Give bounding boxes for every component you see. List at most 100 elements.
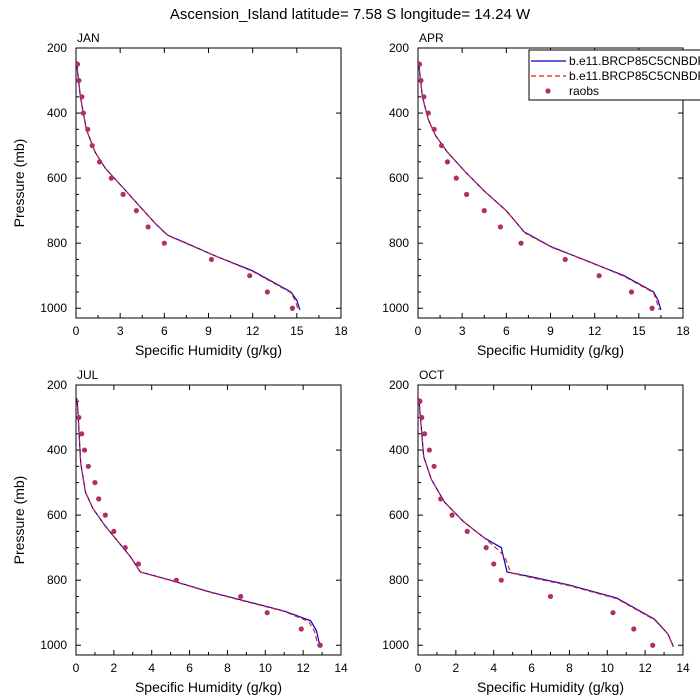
raobs-point: [610, 610, 616, 616]
y-tick-label: 400: [389, 443, 409, 457]
raobs-point: [426, 447, 432, 453]
raobs-point: [238, 593, 244, 600]
x-tick-label: 15: [290, 324, 304, 338]
raobs-point: [438, 496, 444, 502]
x-axis-title: Specific Humidity (g/kg): [477, 679, 624, 695]
y-tick-label: 400: [47, 106, 67, 120]
x-tick-label: 15: [632, 324, 646, 338]
panel-oct: OCT 0 2 4 6 8 10 12 14 200 400 600 800 1000 Specific H…: [382, 368, 690, 695]
y-tick-label: 600: [47, 171, 67, 185]
x-axis-title: Specific Humidity (g/kg): [135, 342, 282, 358]
y-tick-label: 800: [389, 573, 409, 587]
raobs-point: [419, 414, 425, 421]
raobs-point: [208, 256, 215, 263]
x-tick-label: 3: [117, 324, 124, 338]
raobs-point: [145, 224, 151, 230]
plot-frame: [75, 47, 342, 319]
raobs-point: [89, 142, 95, 149]
x-tick-label: 6: [503, 324, 510, 338]
raobs-point: [92, 479, 98, 486]
raobs-point: [111, 528, 117, 534]
raobs-point: [422, 431, 428, 437]
x-tick-label: 9: [547, 324, 554, 338]
raobs-point: [79, 431, 85, 437]
x-tick-label: 0: [415, 661, 422, 675]
raobs-point: [120, 191, 126, 197]
raobs-point: [631, 626, 637, 632]
raobs-point: [122, 545, 128, 551]
series-001-line: [418, 60, 662, 311]
raobs-point: [518, 240, 524, 246]
x-tick-label: 2: [453, 661, 460, 675]
raobs-point: [463, 191, 470, 197]
y-axis-title: Pressure (mb): [11, 139, 27, 228]
raobs-point: [449, 512, 455, 518]
panel-label: JAN: [77, 31, 100, 45]
raobs-point: [298, 626, 304, 632]
x-axis-title: Specific Humidity (g/kg): [135, 679, 282, 695]
x-tick-label: 8: [224, 661, 231, 675]
legend-label: b.e11.BRCP85C5CNBDRD.f09_g16.001: [569, 54, 700, 68]
y-tick-label: 800: [389, 236, 409, 250]
y-tick-label: 1000: [382, 301, 409, 315]
legend-box: [528, 49, 700, 101]
raobs-point: [562, 256, 568, 263]
raobs-point: [421, 94, 427, 100]
raobs-point: [264, 289, 270, 295]
plot-frame: [417, 384, 684, 656]
series-group: [418, 60, 662, 311]
raobs-point: [76, 414, 82, 421]
raobs-point: [431, 463, 437, 469]
x-tick-label: 14: [676, 661, 690, 675]
series-001-line: [76, 60, 301, 311]
y-tick-label: 600: [389, 171, 409, 185]
panel-label: OCT: [419, 368, 445, 382]
y-tick-label: 200: [47, 41, 67, 55]
x-tick-label: 6: [161, 324, 168, 338]
raobs-point: [79, 94, 85, 100]
x-tick-label: 0: [73, 324, 80, 338]
raobs-point: [76, 61, 81, 67]
raobs-point: [491, 561, 497, 567]
raobs-point: [81, 447, 88, 453]
raobs-point: [173, 577, 179, 583]
raobs-point: [247, 273, 253, 279]
raobs-point: [289, 305, 296, 311]
raobs-point: [85, 126, 91, 132]
raobs-point: [85, 463, 91, 469]
x-tick-label: 10: [259, 661, 273, 675]
panel-jul: JUL 0 2 4 6 8 10 12 14 200 400 600 800 1000 Specific H…: [11, 368, 348, 695]
raobs-point: [483, 545, 489, 551]
x-tick-label: 18: [676, 324, 690, 338]
x-tick-label: 0: [415, 324, 422, 338]
raobs-point: [96, 159, 103, 165]
raobs-point: [108, 175, 114, 181]
raobs-point: [497, 224, 504, 230]
chart-legend: b.e11.BRCP85C5CNBDRD.f09_g16.001b.e11.BR…: [528, 49, 700, 101]
x-tick-label: 12: [638, 661, 652, 675]
raobs-point: [317, 642, 323, 648]
raobs-point: [628, 289, 635, 295]
x-tick-label: 12: [588, 324, 602, 338]
raobs-point: [498, 577, 504, 583]
x-axis-title: Specific Humidity (g/kg): [477, 342, 624, 358]
x-tick-label: 12: [246, 324, 260, 338]
raobs-point: [481, 208, 487, 214]
raobs-point: [425, 110, 431, 116]
raobs-point: [135, 561, 142, 567]
plot-frame: [75, 384, 342, 656]
legend-label: b.e11.BRCP85C5CNBDRD.f09_g16.002: [569, 69, 700, 83]
y-axis-title: Pressure (mb): [11, 476, 27, 565]
raobs-point: [80, 110, 86, 116]
x-tick-label: 8: [566, 661, 573, 675]
series-group: [76, 397, 323, 648]
x-tick-label: 6: [186, 661, 193, 675]
panel-jan: JAN 0 3 6 9 12 15 18 200 400 600 800 1000 Specific Hu…: [11, 31, 348, 358]
y-tick-label: 200: [389, 41, 409, 55]
y-tick-label: 200: [47, 378, 67, 392]
raobs-point: [650, 642, 656, 648]
raobs-point: [438, 142, 445, 149]
x-tick-label: 18: [334, 324, 348, 338]
